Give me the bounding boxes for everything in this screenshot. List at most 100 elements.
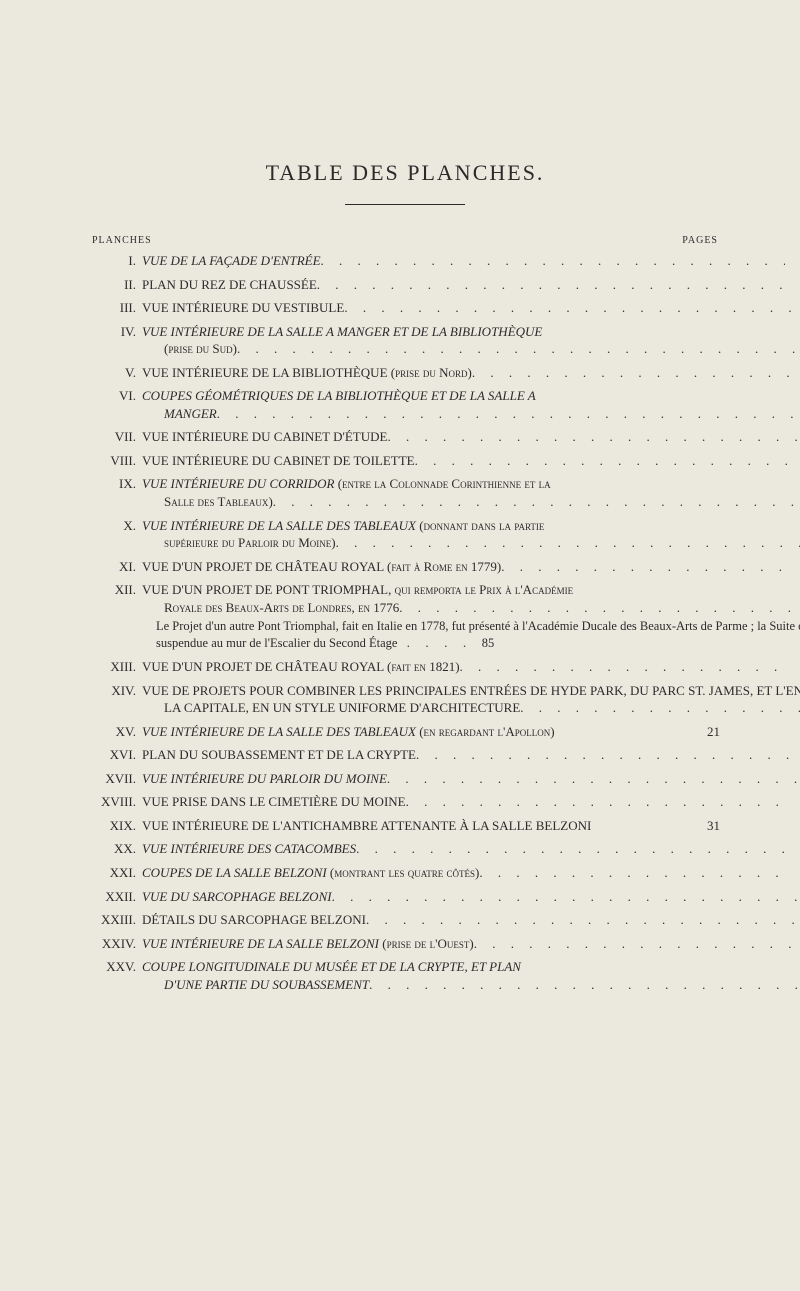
entry-label: VUE DU SARCOPHAGE BELZONI. . . . . . . .… [142, 888, 800, 906]
entry-text: VUE INTÉRIEURE DE LA BIBLIOTHÈQUE (prise… [142, 364, 800, 382]
entry-number: IV. [90, 323, 142, 341]
entry-text: PLAN DU REZ DE CHAUSSÉE. . . . . . . . .… [142, 276, 792, 294]
entry-text: VUE INTÉRIEURE DU VESTIBULE. . . . . . .… [142, 299, 800, 317]
entry-page: 31 [684, 817, 720, 835]
entry-number: XVI. [90, 746, 142, 764]
entry-text-line2: supérieure du Parloir du Moine). . . . .… [142, 534, 800, 552]
entry-text: VUE INTÉRIEURE DU CABINET DE TOILETTE. .… [142, 452, 800, 470]
toc-entry: XX.VUE INTÉRIEURE DES CATACOMBES. . . . … [90, 840, 720, 858]
entry-label: PLAN DU REZ DE CHAUSSÉE. . . . . . . . .… [142, 276, 798, 294]
toc-entry: XXIV.VUE INTÉRIEURE DE LA SALLE BELZONI … [90, 935, 720, 953]
entry-text: VUE INTÉRIEURE DU PARLOIR DU MOINE. . . … [142, 770, 798, 788]
entries-list: I.VUE DE LA FAÇADE D'ENTRÉE. . . . . . .… [90, 252, 720, 993]
toc-entry: I.VUE DE LA FAÇADE D'ENTRÉE. . . . . . .… [90, 252, 720, 270]
entry-text: VUE DE LA FAÇADE D'ENTRÉE. . . . . . . .… [142, 252, 785, 270]
entry-text-line1: VUE INTÉRIEURE DU CORRIDOR (entre la Col… [142, 475, 800, 493]
toc-entry: XI.VUE D'UN PROJET DE CHÂTEAU ROYAL (fai… [90, 558, 720, 576]
entry-number: XIV. [90, 682, 142, 700]
entry-text: VUE PRISE DANS LE CIMETIÈRE DU MOINE. . … [142, 793, 794, 811]
toc-entry: VIII.VUE INTÉRIEURE DU CABINET DE TOILET… [90, 452, 720, 470]
entry-page: 21 [684, 723, 720, 741]
toc-entry: XVII.VUE INTÉRIEURE DU PARLOIR DU MOINE.… [90, 770, 720, 788]
toc-entry: III.VUE INTÉRIEURE DU VESTIBULE. . . . .… [90, 299, 720, 317]
entry-number: XI. [90, 558, 142, 576]
entry-text: VUE D'UN PROJET DE CHÂTEAU ROYAL (fait à… [142, 558, 787, 576]
entry-number: X. [90, 517, 142, 535]
entry-number: XXI. [90, 864, 142, 882]
entry-label: COUPE LONGITUDINALE DU MUSÉE ET DE LA CR… [142, 958, 800, 993]
entry-text: VUE INTÉRIEURE DU CABINET D'ÉTUDE. . . .… [142, 428, 800, 446]
entry-text: COUPES DE LA SALLE BELZONI (montrant les… [142, 864, 780, 882]
entry-number: XXIII. [90, 911, 142, 929]
toc-entry: XVIII.VUE PRISE DANS LE CIMETIÈRE DU MOI… [90, 793, 720, 811]
toc-entry: IV.VUE INTÉRIEURE DE LA SALLE A MANGER E… [90, 323, 720, 358]
entry-text: VUE INTÉRIEURE DE LA SALLE DES TABLEAUX … [142, 723, 678, 741]
toc-entry: XXI.COUPES DE LA SALLE BELZONI (montrant… [90, 864, 720, 882]
entry-text-line2: D'UNE PARTIE DU SOUBASSEMENT. . . . . . … [142, 976, 800, 994]
entry-label: VUE DE LA FAÇADE D'ENTRÉE. . . . . . . .… [142, 252, 791, 270]
entry-label: VUE PRISE DANS LE CIMETIÈRE DU MOINE. . … [142, 793, 800, 811]
entry-number: I. [90, 252, 142, 270]
entry-text-line1: VUE INTÉRIEURE DE LA SALLE DES TABLEAUX … [142, 517, 800, 535]
entry-number: XXII. [90, 888, 142, 906]
entry-label: VUE INTÉRIEURE DE LA BIBLIOTHÈQUE (prise… [142, 364, 800, 382]
entry-text-line1: VUE D'UN PROJET DE PONT TRIOMPHAL, qui r… [142, 581, 800, 599]
entry-page: 33 [786, 864, 800, 882]
entry-text-line1: COUPES GÉOMÉTRIQUES DE LA BIBLIOTHÈQUE E… [142, 387, 799, 405]
page: TABLE DES PLANCHES. PLANCHES PAGES I.VUE… [0, 0, 800, 1291]
entry-number: III. [90, 299, 142, 317]
entry-text-line1: VUE INTÉRIEURE DE LA SALLE A MANGER ET D… [142, 323, 800, 341]
toc-entry: XV.VUE INTÉRIEURE DE LA SALLE DES TABLEA… [90, 723, 720, 741]
entry-number: XX. [90, 840, 142, 858]
entry-label: VUE INTÉRIEURE DE LA SALLE BELZONI (pris… [142, 935, 800, 953]
entry-text-line1: VUE DE PROJETS POUR COMBINER LES PRINCIP… [142, 682, 800, 700]
entry-number: VIII. [90, 452, 142, 470]
entry-label: VUE INTÉRIEURE DU PARLOIR DU MOINE. . . … [142, 770, 800, 788]
entry-text-line2: (prise du Sud). . . . . . . . . . . . . … [142, 340, 800, 358]
column-headers: PLANCHES PAGES [90, 235, 720, 246]
entry-label: VUE DE PROJETS POUR COMBINER LES PRINCIP… [142, 682, 800, 717]
entry-label: VUE INTÉRIEURE DU CABINET DE TOILETTE. .… [142, 452, 800, 470]
toc-entry: XIII.VUE D'UN PROJET DE CHÂTEAU ROYAL (f… [90, 658, 720, 676]
entry-text: DÉTAILS DU SARCOPHAGE BELZONI. . . . . .… [142, 911, 800, 929]
entry-number: II. [90, 276, 142, 294]
entry-note: Le Projet d'un autre Pont Triomphal, fai… [142, 618, 800, 652]
entry-number: XIII. [90, 658, 142, 676]
toc-entry: XII.VUE D'UN PROJET DE PONT TRIOMPHAL, q… [90, 581, 720, 652]
entry-number: XXV. [90, 958, 142, 976]
toc-entry: IX.VUE INTÉRIEURE DU CORRIDOR (entre la … [90, 475, 720, 510]
toc-entry: XVI.PLAN DU SOUBASSEMENT ET DE LA CRYPTE… [90, 746, 720, 764]
entry-label: COUPES DE LA SALLE BELZONI (montrant les… [142, 864, 786, 882]
entry-label: VUE D'UN PROJET DE CHÂTEAU ROYAL (fait à… [142, 558, 793, 576]
page-title: TABLE DES PLANCHES. [90, 160, 720, 186]
entry-number: VI. [90, 387, 142, 405]
entry-label: VUE INTÉRIEURE DU VESTIBULE. . . . . . .… [142, 299, 800, 317]
entry-text: VUE INTÉRIEURE DE LA SALLE BELZONI (pris… [142, 935, 798, 953]
toc-entry: XXIII.DÉTAILS DU SARCOPHAGE BELZONI. . .… [90, 911, 720, 929]
entry-text: VUE INTÉRIEURE DES CATACOMBES. . . . . .… [142, 840, 800, 858]
toc-entry: XIV.VUE DE PROJETS POUR COMBINER LES PRI… [90, 682, 720, 717]
entry-label: VUE D'UN PROJET DE PONT TRIOMPHAL, qui r… [142, 581, 800, 652]
entry-number: XXIV. [90, 935, 142, 953]
entry-number: XVIII. [90, 793, 142, 811]
entry-label: VUE INTÉRIEURE DE LA SALLE A MANGER ET D… [142, 323, 800, 358]
entry-number: XV. [90, 723, 142, 741]
title-rule [345, 204, 465, 205]
entry-label: VUE INTÉRIEURE DU CORRIDOR (entre la Col… [142, 475, 800, 510]
header-pages: PAGES [682, 235, 718, 246]
toc-entry: XXII.VUE DU SARCOPHAGE BELZONI. . . . . … [90, 888, 720, 906]
entry-label: VUE INTÉRIEURE DE LA SALLE DES TABLEAUX … [142, 723, 684, 741]
entry-label: VUE D'UN PROJET DE CHÂTEAU ROYAL (fait e… [142, 658, 793, 676]
entry-text: PLAN DU SOUBASSEMENT ET DE LA CRYPTE. . … [142, 746, 800, 764]
entry-number: VII. [90, 428, 142, 446]
entry-text-line2: Salle des Tableaux). . . . . . . . . . .… [142, 493, 800, 511]
entry-text: VUE D'UN PROJET DE CHÂTEAU ROYAL (fait e… [142, 658, 787, 676]
entry-number: XII. [90, 581, 142, 599]
toc-entry: II.PLAN DU REZ DE CHAUSSÉE. . . . . . . … [90, 276, 720, 294]
header-planches: PLANCHES [92, 235, 152, 246]
toc-entry: VI.COUPES GÉOMÉTRIQUES DE LA BIBLIOTHÈQU… [90, 387, 720, 422]
entry-text-line1: COUPE LONGITUDINALE DU MUSÉE ET DE LA CR… [142, 958, 800, 976]
entry-number: IX. [90, 475, 142, 493]
entry-number: XIX. [90, 817, 142, 835]
entry-label: DÉTAILS DU SARCOPHAGE BELZONI. . . . . .… [142, 911, 800, 929]
